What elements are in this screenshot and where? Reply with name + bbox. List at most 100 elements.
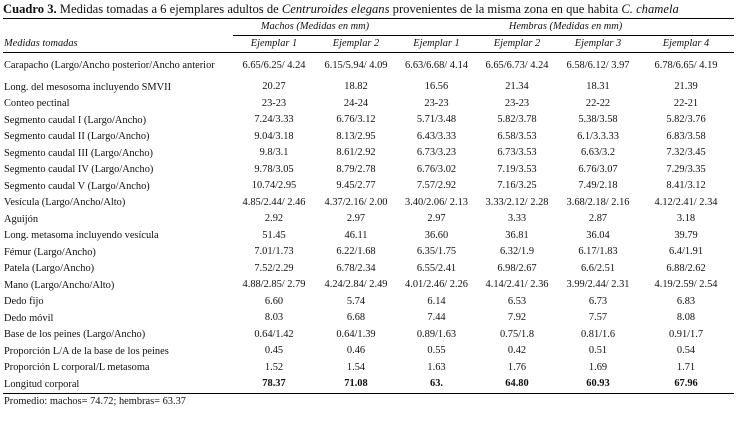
- row-label: Patela (Largo/Ancho): [4, 263, 95, 274]
- table-cell: 0.64/1.39: [336, 328, 376, 340]
- table-cell: 0.75/1.8: [499, 328, 535, 340]
- table-cell: 4.19/2.59/ 2.54: [654, 279, 718, 291]
- table-cell: 4.24/2.84/ 2.49: [324, 279, 388, 291]
- table-cell: 6.43/3.33: [416, 130, 457, 142]
- group-males: Machos (Medidas en mm): [233, 18, 397, 36]
- caption-text-2: provenientes de la misma zona en que hab…: [389, 2, 622, 16]
- table-cell: 36.81: [505, 229, 529, 241]
- table-cell: 0.46: [346, 345, 366, 357]
- table-cell: 6.1/3.3.33: [577, 130, 619, 142]
- table-row: Long. metasoma incluyendo vesícula 51.45 4…: [3, 228, 734, 245]
- table-cell: 18.31: [586, 81, 610, 93]
- table-cell: 7.29/3.35: [666, 163, 706, 175]
- table-cell: 6.76/3.07: [578, 163, 618, 175]
- table-cell: 8.61/2.92: [336, 147, 376, 159]
- row-label: Vesícula (Largo/Ancho/Alto): [4, 197, 126, 208]
- column-header-specimen: Ejemplar 4: [638, 35, 735, 53]
- table-cell: 46.11: [344, 229, 368, 241]
- table-cell: 9.8/3.1: [259, 147, 289, 159]
- table-cell: 3.18: [676, 213, 696, 225]
- table-cell: 5.71/3.48: [416, 114, 457, 126]
- table-cell: 6.63/6.68/ 4.14: [405, 60, 468, 71]
- table-cell: 7.24/3.33: [254, 114, 294, 126]
- table-cell: 71.08: [315, 376, 397, 394]
- table-cell: 6.35/1.75: [416, 246, 457, 258]
- table-cell: 1.54: [346, 361, 366, 373]
- table-row: Vesícula (Largo/Ancho/Alto) 4.85/2.44/ 2.…: [3, 195, 734, 212]
- table-cell: 10.74/2.95: [251, 180, 297, 192]
- table-cell: 7.16/3.25: [497, 180, 537, 192]
- table-row: Segmento caudal V (Largo/Ancho) 10.74/2.9…: [3, 178, 734, 195]
- column-header-specimen: Ejemplar 2: [315, 35, 397, 53]
- table-cell: 23-23: [261, 97, 287, 109]
- row-label: Longitud corporal: [3, 376, 233, 394]
- table-row: Proporción L corporal/L metasoma 1.52 1.54…: [3, 360, 734, 377]
- table-cell: 0.54: [676, 345, 696, 357]
- table-cell: 6.65/6.73/ 4.24: [485, 60, 549, 71]
- table-cell: 1.69: [588, 361, 608, 373]
- table-cell: 7.92: [507, 312, 527, 324]
- table-row: Segmento caudal I (Largo/Ancho) 7.24/3.33…: [3, 112, 734, 129]
- table-cell: 4.85/2.44/ 2.46: [242, 196, 306, 208]
- table-cell: 6.98/2.67: [497, 262, 537, 274]
- table-cell: 6.14: [427, 295, 446, 307]
- row-label: Mano (Largo/Ancho/Alto): [4, 279, 115, 291]
- table-cell: 5.82/3.76: [666, 114, 706, 126]
- table-cell: 9.78/3.05: [254, 163, 294, 175]
- row-label: Segmento caudal I (Largo/Ancho): [4, 114, 147, 126]
- caption-label: Cuadro 3.: [3, 2, 57, 16]
- column-header-specimen: Ejemplar 1: [397, 35, 476, 53]
- table-cell: 22-22: [585, 97, 611, 109]
- table-cell: 60.93: [558, 376, 638, 394]
- table-cell: 1.63: [427, 361, 446, 373]
- table-cell: 36.60: [424, 229, 449, 241]
- table-cell: 6.73/3.23: [416, 147, 457, 159]
- table-cell: 6.15/5.94/ 4.09: [324, 60, 388, 71]
- table-row: Base de los peines (Largo/Ancho) 0.64/1.4…: [3, 327, 734, 344]
- table-cell: 18.82: [344, 81, 368, 93]
- footnote: Promedio: machos= 74.72; hembras= 63.37: [4, 395, 186, 407]
- column-header-specimen: Ejemplar 2: [476, 35, 558, 53]
- row-label: Conteo pectinal: [4, 98, 70, 109]
- table-cell: 3.33: [507, 213, 527, 225]
- table-cell: 6.22/1.68: [336, 246, 376, 258]
- table-cell: 6.17/1.83: [578, 246, 618, 258]
- table-cell: 6.73: [588, 295, 608, 307]
- table-cell: 4.37/2.16/ 2.00: [324, 196, 388, 208]
- table-row: Fémur (Largo/Ancho) 7.01/1.73 6.22/1.68 6.3…: [3, 244, 734, 261]
- table-cell: 6.4/1.91: [668, 246, 704, 258]
- table-cell: 2.92: [264, 213, 284, 225]
- table-cell: 1.76: [507, 361, 527, 373]
- table-cell: 6.73/3.53: [497, 147, 537, 159]
- table-cell: 5.74: [346, 295, 366, 307]
- table-cell: 1.71: [676, 361, 696, 373]
- table-cell: 6.58/3.53: [497, 130, 537, 142]
- table-caption: Cuadro 3. Medidas tomadas a 6 ejemplares…: [3, 1, 734, 18]
- table-row: Carapacho (Largo/Ancho posterior/Ancho a…: [3, 53, 734, 80]
- row-label: Base de los peines (Largo/Ancho): [4, 329, 146, 340]
- row-label: Long. metasoma incluyendo vesícula: [4, 230, 159, 241]
- table-cell: 0.55: [427, 345, 446, 357]
- table-cell: 6.68: [346, 312, 366, 324]
- table-cell: 0.64/1.42: [254, 328, 294, 340]
- table-cell: 5.38/3.58: [578, 114, 618, 126]
- column-header-specimen: Ejemplar 1: [233, 35, 315, 53]
- table-row: Dedo móvil 8.03 6.68 7.44 7.92 7.57 8.08: [3, 310, 734, 327]
- table-cell: 6.76/3.02: [416, 163, 457, 175]
- row-label: Dedo fijo: [4, 296, 44, 307]
- table-row: Aguijón 2.92 2.97 2.97 3.33 2.87 3.18: [3, 211, 734, 228]
- table-cell: 3.33/2.12/ 2.28: [485, 196, 549, 208]
- table-cell: 23-23: [424, 97, 449, 109]
- table-cell: 6.6/2.51: [580, 262, 616, 274]
- table-cell: 21.39: [674, 81, 698, 93]
- table-row: Longitud corporal 78.37 71.08 63. 64.80 60.93…: [3, 376, 735, 394]
- table-cell: 8.41/3.12: [666, 180, 706, 192]
- table-cell: 4.14/2.41/ 2.36: [485, 279, 549, 291]
- table-cell: 67.96: [638, 376, 735, 394]
- table-cell: 6.65/6.25/ 4.24: [242, 60, 306, 71]
- column-header-specimen: Ejemplar 3: [558, 35, 638, 53]
- table-cell: 63.: [397, 376, 476, 394]
- table-row: Segmento caudal III (Largo/Ancho) 9.8/3.1…: [3, 145, 734, 162]
- row-label: Dedo móvil: [4, 312, 54, 324]
- table-cell: 39.79: [674, 229, 698, 241]
